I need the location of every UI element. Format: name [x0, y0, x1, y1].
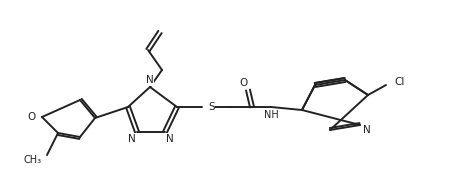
Text: N: N: [128, 134, 136, 144]
Text: N: N: [146, 75, 154, 85]
Text: NH: NH: [264, 110, 279, 120]
Text: S: S: [208, 102, 215, 112]
Text: N: N: [363, 125, 371, 135]
Text: O: O: [240, 78, 248, 88]
Text: O: O: [28, 112, 36, 122]
Text: N: N: [166, 134, 174, 144]
Text: CH₃: CH₃: [24, 155, 42, 165]
Text: Cl: Cl: [394, 77, 404, 87]
